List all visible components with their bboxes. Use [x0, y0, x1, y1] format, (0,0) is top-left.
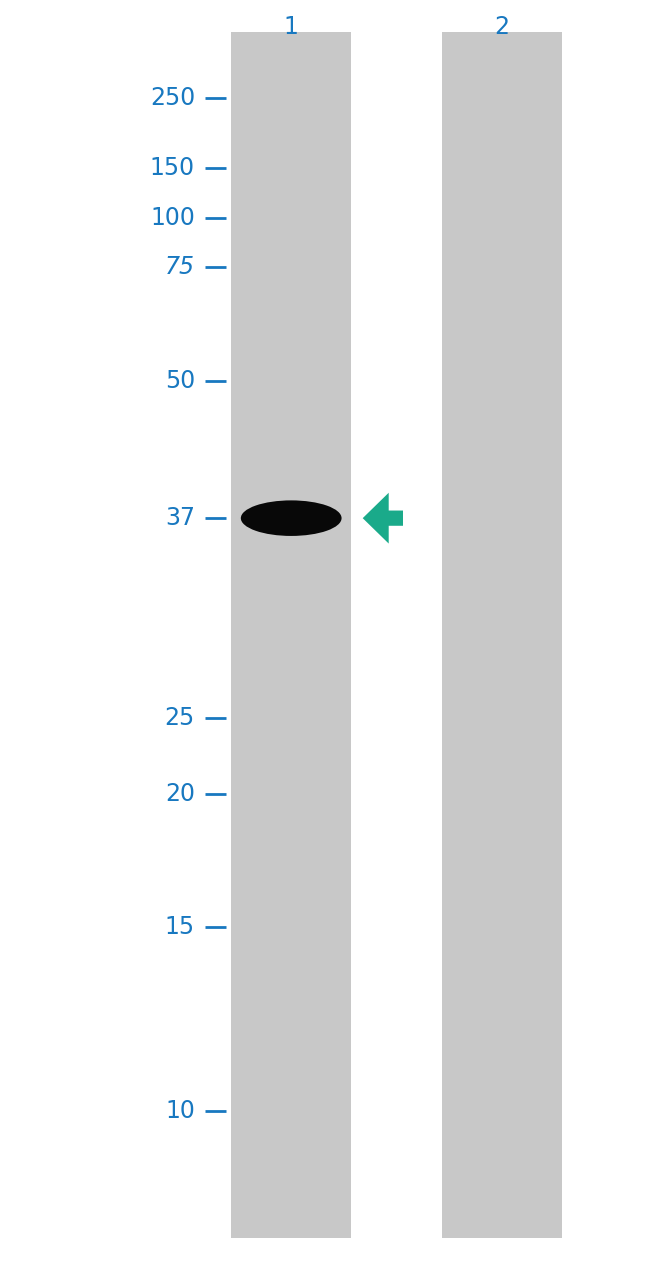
- Text: 15: 15: [165, 916, 195, 939]
- Text: 150: 150: [150, 156, 195, 179]
- Text: 25: 25: [164, 706, 195, 729]
- Text: 10: 10: [165, 1100, 195, 1123]
- FancyArrow shape: [363, 493, 403, 544]
- Ellipse shape: [240, 500, 342, 536]
- Text: 50: 50: [164, 370, 195, 392]
- Text: 20: 20: [165, 782, 195, 805]
- Text: 250: 250: [150, 86, 195, 109]
- Bar: [231, 32, 351, 1238]
- Text: 2: 2: [494, 15, 510, 39]
- Text: 37: 37: [165, 507, 195, 530]
- Text: 75: 75: [165, 255, 195, 278]
- Text: 1: 1: [284, 15, 298, 39]
- Bar: [442, 32, 562, 1238]
- Text: 100: 100: [150, 207, 195, 230]
